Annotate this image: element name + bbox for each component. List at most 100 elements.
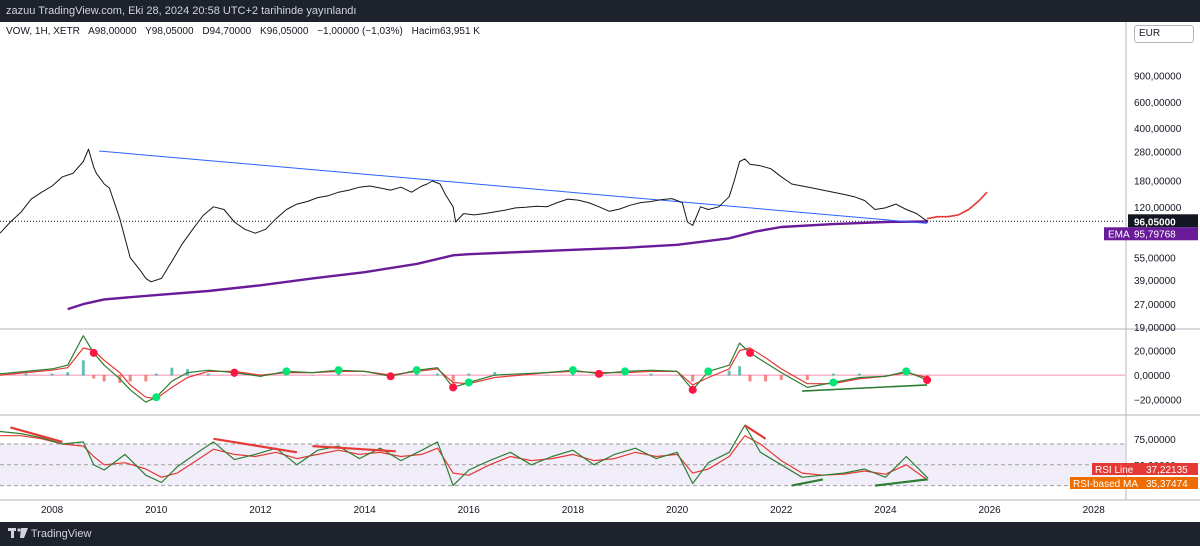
rsi-tag-value: 37,22135: [1146, 465, 1188, 476]
time-tick-label: 2010: [145, 505, 168, 516]
macd-histogram-bar: [337, 373, 341, 376]
ema-line: [67, 220, 929, 311]
publish-bar: zazuu TradingView.com, Eki 28, 2024 20:5…: [0, 0, 1200, 22]
macd-histogram-bar: [883, 375, 887, 376]
time-tick-label: 2018: [562, 505, 585, 516]
price-tick-label: 55,00000: [1134, 254, 1176, 265]
macd-histogram-bar: [24, 373, 28, 376]
price-tick-label: 900,00000: [1134, 71, 1182, 82]
footer-bar: TradingView: [0, 522, 1200, 546]
currency-selector[interactable]: EUR: [1134, 25, 1194, 43]
macd-cross-dot: [282, 367, 291, 376]
low-value: D94,70000: [202, 26, 252, 37]
ema-tag-bg: [1104, 227, 1198, 241]
axes: 900,00000 600,00000 400,00000 280,00000 180,…: [41, 71, 1198, 516]
rsi-panel: [0, 424, 1125, 487]
volume-value: Hacim63,951 K: [411, 26, 480, 37]
macd-tick-label: −20,00000: [1134, 396, 1182, 407]
ema-tag-value: 95,79768: [1134, 229, 1176, 240]
tradingview-logo-icon: [8, 528, 28, 538]
macd-histogram-bar: [206, 373, 210, 376]
macd-histogram-bar: [92, 375, 96, 379]
macd-histogram-bar: [102, 375, 106, 382]
current-price-tag: 96,05000: [1134, 217, 1176, 228]
macd-cross-dot: [902, 367, 911, 376]
macd-signal-line: [0, 347, 928, 400]
chart-canvas[interactable]: 900,00000 600,00000 400,00000 280,00000 180,…: [0, 22, 1200, 522]
price-line: [0, 148, 929, 283]
macd-histogram-bar: [805, 375, 809, 381]
macd-histogram-bar: [311, 375, 314, 376]
price-tick-label: 180,00000: [1134, 176, 1182, 187]
macd-histogram-bar: [738, 366, 742, 376]
macd-tick-label: 20,00000: [1134, 346, 1176, 357]
macd-histogram-bar: [170, 367, 174, 376]
price-tick-label: 19,00000: [1134, 323, 1176, 334]
time-tick-label: 2022: [770, 505, 793, 516]
time-tick-label: 2008: [41, 505, 64, 516]
rsi-ma-line: [0, 435, 929, 481]
macd-support-line: [802, 384, 928, 392]
trendline: [98, 150, 928, 224]
time-tick-label: 2014: [353, 505, 376, 516]
macd-cross-dot: [923, 376, 932, 384]
high-value: Y98,05000: [145, 26, 194, 37]
macd-histogram-bar: [493, 372, 497, 376]
price-tick-label: 280,00000: [1134, 147, 1182, 158]
macd-histogram-bar: [363, 375, 367, 376]
price-tick-label: 39,00000: [1134, 276, 1176, 287]
time-tick-label: 2026: [978, 505, 1001, 516]
macd-cross-dot: [568, 366, 577, 375]
macd-cross-dot: [688, 385, 697, 394]
macd-histogram-bar: [857, 373, 861, 376]
macd-line: [0, 335, 928, 403]
rsi-resistance-line: [312, 445, 396, 453]
macd-cross-dot: [386, 372, 395, 381]
macd-tick-label: 0,00000: [1134, 371, 1171, 382]
macd-histogram-bar: [50, 373, 54, 376]
time-tick-label: 2016: [458, 505, 481, 516]
macd-histogram-bar: [675, 375, 679, 376]
rsi-line: [0, 424, 929, 487]
macd-histogram-bar: [66, 372, 70, 376]
symbol-legend: VOW, 1H, XETR A98,00000 Y98,05000 D94,70…: [6, 26, 486, 37]
rsi-ma-tag-bg: [1070, 477, 1198, 489]
macd-histogram-bar: [831, 373, 835, 376]
close-value: K96,05000: [260, 26, 309, 37]
macd-cross-dot: [334, 366, 343, 375]
macd-histogram-bar: [467, 373, 471, 376]
chart-grid: [0, 22, 1200, 501]
publish-text: zazuu TradingView.com, Eki 28, 2024 20:5…: [6, 5, 357, 17]
macd-histogram-bar: [649, 373, 653, 376]
rsi-ma-tag-value: 35,37474: [1146, 479, 1188, 490]
macd-histogram-bar: [748, 375, 752, 382]
macd-cross-dot: [449, 383, 458, 392]
macd-panel: [0, 335, 1125, 403]
macd-histogram-bar: [764, 375, 768, 382]
macd-histogram-bar: [415, 373, 419, 376]
rsi-resistance-line: [213, 437, 298, 454]
macd-histogram-bar: [81, 360, 85, 376]
macd-histogram-bar: [154, 373, 158, 376]
price-tick-label: 600,00000: [1134, 98, 1182, 109]
open-value: A98,00000: [88, 26, 137, 37]
time-tick-label: 2028: [1083, 505, 1106, 516]
macd-histogram-bar: [571, 373, 575, 376]
macd-histogram-bar: [545, 375, 549, 376]
rsi-tag-label: RSI Line: [1095, 465, 1134, 476]
symbol-label[interactable]: VOW, 1H, XETR: [6, 26, 80, 37]
macd-cross-dot: [464, 378, 473, 387]
macd-histogram-bar: [451, 375, 455, 382]
macd-cross-dot: [829, 378, 838, 387]
time-tick-label: 2024: [874, 505, 897, 516]
time-tick-label: 2020: [666, 505, 689, 516]
ema-tag-label: EMA: [1108, 229, 1130, 240]
rsi-tag-bg: [1092, 463, 1198, 475]
macd-cross-dot: [704, 367, 713, 376]
current-price-tag-bg: [1128, 214, 1198, 228]
change-value: −1,00000 (−1,03%): [317, 26, 403, 37]
price-tick-label: 27,00000: [1134, 300, 1176, 311]
rsi-support-line: [791, 478, 824, 487]
macd-cross-dot: [89, 348, 98, 357]
rsi-ma-tag-label: RSI-based MA: [1073, 479, 1138, 490]
